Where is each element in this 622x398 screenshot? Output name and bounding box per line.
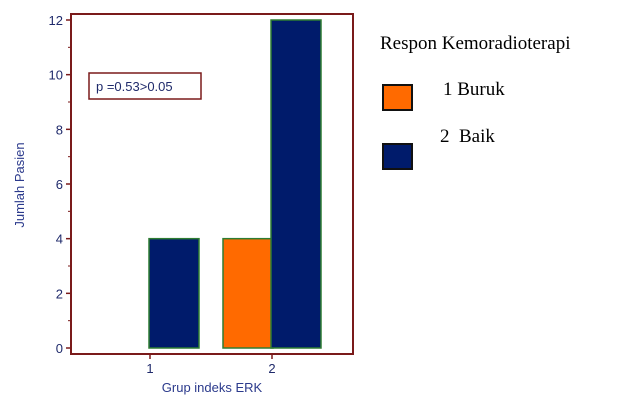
y-axis-title: Jumlah Pasien xyxy=(12,142,27,227)
legend-label-baik: 2 Baik xyxy=(440,126,495,147)
legend-swatch-buruk xyxy=(382,84,413,111)
legend-label-buruk: 1 Buruk xyxy=(443,79,505,100)
bar-baik-group-2 xyxy=(270,19,322,349)
bar-buruk-group-2 xyxy=(222,237,274,349)
y-tick-label: 2 xyxy=(56,286,63,301)
bars-group xyxy=(148,19,322,349)
p-value-annotation: p =0.53>0.05 xyxy=(96,79,173,94)
x-axis-title: Grup indeks ERK xyxy=(162,380,263,395)
y-ticks-group: 0 2 4 6 8 10 12 xyxy=(49,13,71,356)
bar-baik-group-1 xyxy=(148,237,200,349)
x-tick-label: 1 xyxy=(146,361,153,376)
legend-title: Respon Kemoradioterapi xyxy=(380,33,571,54)
y-tick-label: 12 xyxy=(49,13,63,28)
y-tick-label: 8 xyxy=(56,122,63,137)
y-tick-label: 6 xyxy=(56,177,63,192)
y-tick-label: 0 xyxy=(56,341,63,356)
y-tick-label: 4 xyxy=(56,232,63,247)
x-tick-label: 2 xyxy=(268,361,275,376)
y-tick-label: 10 xyxy=(49,68,63,83)
legend-swatch-baik xyxy=(382,143,413,170)
annotation-box xyxy=(88,72,202,100)
